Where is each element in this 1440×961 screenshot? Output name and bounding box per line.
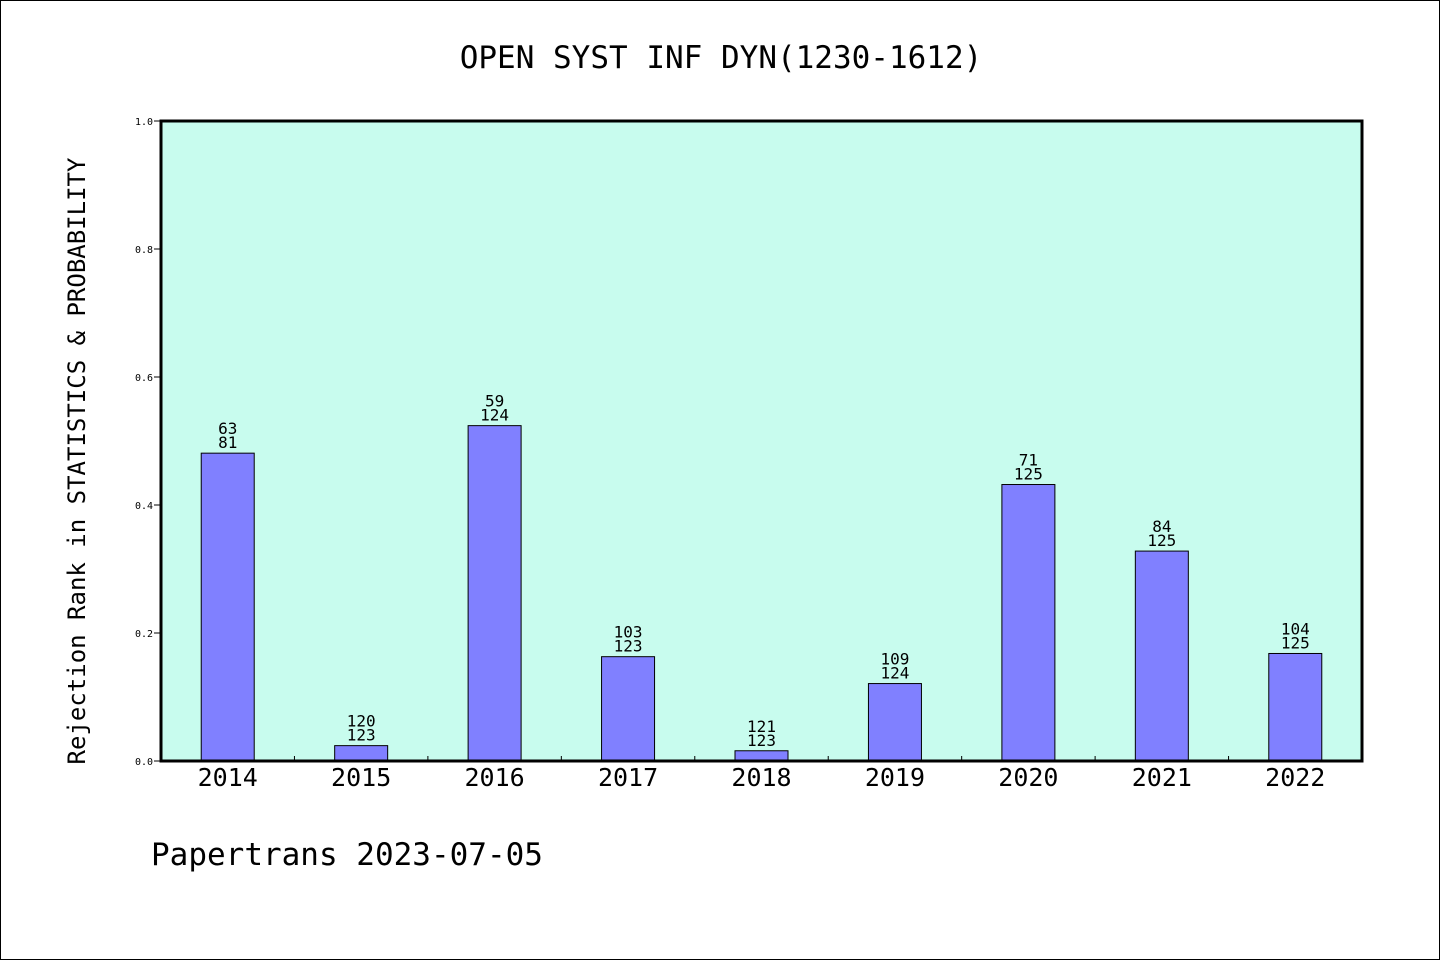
bar-label-bottom: 81 [218,433,237,452]
y-tick-label: 0.4 [135,501,153,512]
bar-2014 [200,452,255,762]
bar-label-top: 120 [347,712,376,731]
bar-label-bottom: 124 [880,664,909,683]
bar-label-bottom: 123 [747,731,776,750]
bar-2020 [1001,484,1056,762]
bar-label-bottom: 125 [1014,465,1043,484]
bar-2021 [1134,550,1189,762]
bar-label-top: 63 [218,419,237,438]
bar-label-bottom: 123 [614,637,643,656]
bar-2016 [467,425,522,762]
chart-title: OPEN SYST INF DYN(1230-1612) [460,40,983,76]
bar-label-bottom: 123 [347,726,376,745]
bar-2017 [601,656,656,762]
y-tick-label: 0.8 [135,245,153,256]
y-axis-label: Rejection Rank in STATISTICS & PROBABILI… [63,157,91,764]
bar-2022 [1268,652,1323,762]
x-tick-label: 2017 [598,763,658,792]
bar-label-bottom: 124 [480,406,509,425]
bar-label-bottom: 125 [1147,531,1176,550]
bar-label-top: 84 [1152,517,1171,536]
bar-label-top: 59 [485,392,504,411]
footer-text: Papertrans 2023-07-05 [151,837,543,873]
x-tick-label: 2018 [731,763,791,792]
y-tick-label: 1.0 [135,117,153,128]
y-axis-ticks: 0.0 0.2 0.4 0.6 0.8 1.0 [135,117,161,768]
bar-2018 [734,750,789,762]
bar-labels-group: 6381120123591241031231211231091247112584… [218,392,1310,750]
bar-label-bottom: 125 [1281,633,1310,652]
bar-label-top: 71 [1019,451,1038,470]
x-tick-label: 2020 [998,763,1058,792]
y-tick-label: 0.6 [135,373,153,384]
bar-label-top: 103 [614,623,643,642]
x-tick-label: 2015 [331,763,391,792]
x-tick-label: 2022 [1265,763,1325,792]
x-tick-label: 2014 [198,763,258,792]
x-axis-labels: 2014 2015 2016 2017 2018 2019 2020 2021 2022 [198,763,1326,792]
bar-label-top: 109 [880,650,909,669]
x-tick-label: 2016 [465,763,525,792]
plot-border [159,119,1364,763]
x-tick-label: 2021 [1132,763,1192,792]
bar-2015 [334,745,389,762]
bar-label-top: 104 [1281,619,1310,638]
bar-label-top: 121 [747,717,776,736]
bar-2019 [867,683,922,762]
bars-group [200,425,1323,762]
y-tick-label: 0.2 [135,629,153,640]
x-tick-label: 2019 [865,763,925,792]
y-tick-label: 0.0 [135,757,153,768]
